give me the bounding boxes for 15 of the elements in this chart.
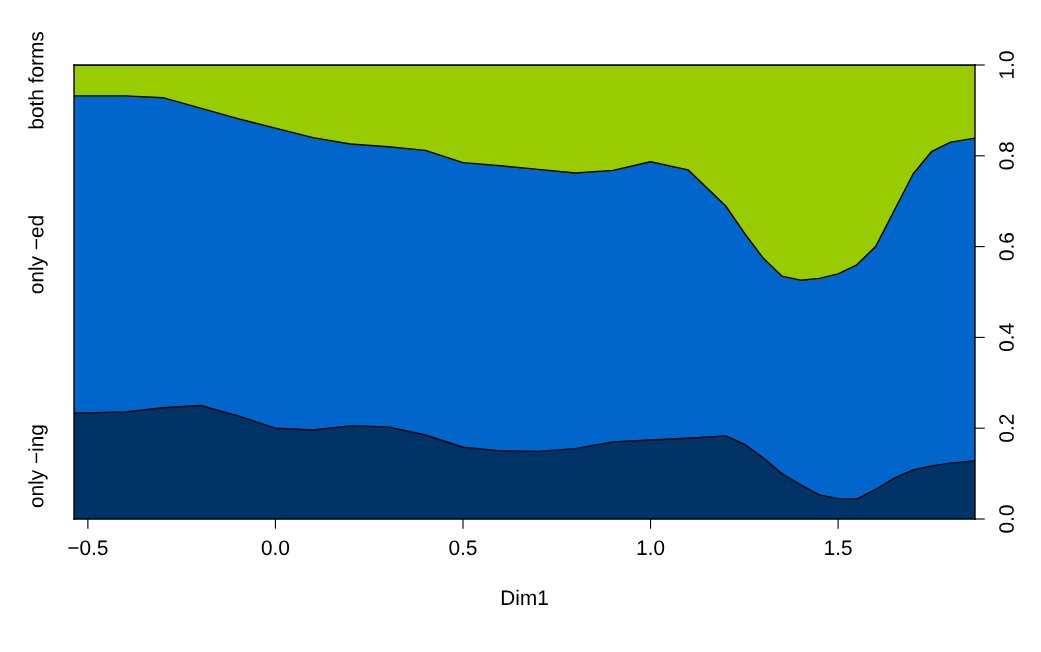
x-tick-label: −0.5 <box>68 540 108 556</box>
text: only −ing <box>28 425 48 508</box>
y-tick-label: 0.4 <box>999 323 1014 352</box>
text: only −ed <box>28 216 48 294</box>
text: both forms <box>28 31 44 129</box>
x-tick-label: 1.5 <box>825 540 852 556</box>
x-tick-label: 0.5 <box>449 540 477 556</box>
x-axis-title: Dim1 <box>501 589 548 605</box>
x-tick-label: 1.0 <box>637 540 665 556</box>
y-tick-label: 0.2 <box>999 414 1014 442</box>
x-tick-label: 0.0 <box>261 540 290 556</box>
y-tick-label: 0.8 <box>999 142 1014 170</box>
y-tick-label: 0.6 <box>999 233 1014 261</box>
y-tick-label: 0.0 <box>999 505 1014 533</box>
y-tick-label: 1.0 <box>999 51 1014 78</box>
